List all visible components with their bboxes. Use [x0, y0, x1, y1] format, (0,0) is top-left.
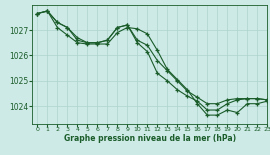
X-axis label: Graphe pression niveau de la mer (hPa): Graphe pression niveau de la mer (hPa) — [64, 134, 236, 143]
